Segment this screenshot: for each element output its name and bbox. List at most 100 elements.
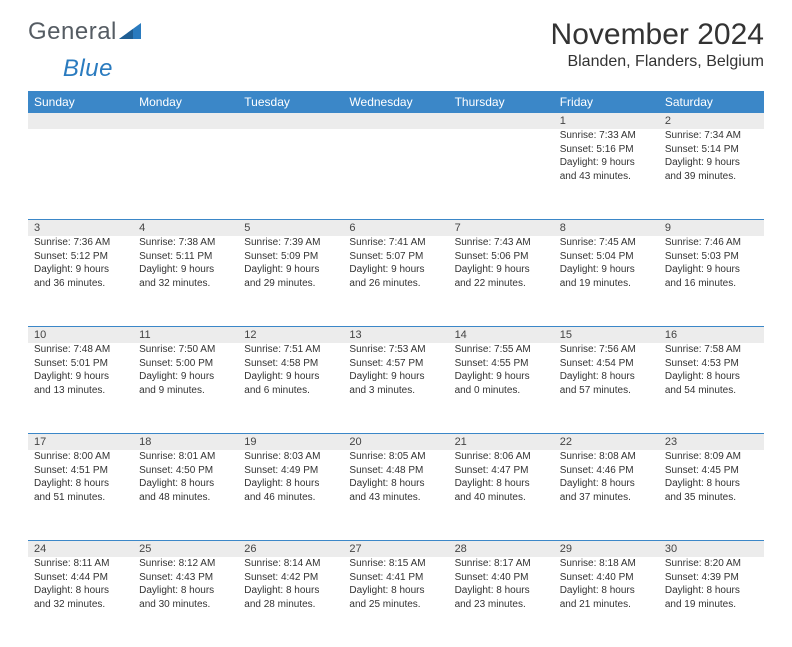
sunset-text: Sunset: 4:57 PM: [349, 357, 442, 371]
day-number: 15: [554, 327, 659, 344]
day1-text: Daylight: 8 hours: [455, 477, 548, 491]
sunrise-text: Sunrise: 7:56 AM: [560, 343, 653, 357]
day2-text: and 21 minutes.: [560, 598, 653, 612]
day-number: 2: [659, 113, 764, 129]
day-cell: Sunrise: 7:46 AMSunset: 5:03 PMDaylight:…: [659, 236, 764, 327]
day-number: 30: [659, 541, 764, 558]
sunset-text: Sunset: 5:01 PM: [34, 357, 127, 371]
brand-logo: General: [28, 18, 141, 46]
day-cell: Sunrise: 8:00 AMSunset: 4:51 PMDaylight:…: [28, 450, 133, 541]
day1-text: Daylight: 8 hours: [560, 477, 653, 491]
sunset-text: Sunset: 4:50 PM: [139, 464, 232, 478]
brand-general: General: [28, 18, 117, 46]
day-cell: [238, 129, 343, 220]
day1-text: Daylight: 9 hours: [665, 156, 758, 170]
day-number-row: 10111213141516: [28, 327, 764, 344]
day-number: 25: [133, 541, 238, 558]
weekday-header: Tuesday: [238, 91, 343, 113]
day-cell: Sunrise: 8:14 AMSunset: 4:42 PMDaylight:…: [238, 557, 343, 647]
sunset-text: Sunset: 5:11 PM: [139, 250, 232, 264]
day1-text: Daylight: 8 hours: [560, 584, 653, 598]
day-cell: Sunrise: 7:38 AMSunset: 5:11 PMDaylight:…: [133, 236, 238, 327]
day1-text: Daylight: 8 hours: [455, 584, 548, 598]
sunset-text: Sunset: 4:48 PM: [349, 464, 442, 478]
sunset-text: Sunset: 4:45 PM: [665, 464, 758, 478]
day-cell: Sunrise: 7:33 AMSunset: 5:16 PMDaylight:…: [554, 129, 659, 220]
day2-text: and 51 minutes.: [34, 491, 127, 505]
sunset-text: Sunset: 4:42 PM: [244, 571, 337, 585]
weekday-header: Sunday: [28, 91, 133, 113]
day1-text: Daylight: 9 hours: [665, 263, 758, 277]
day-number: [238, 113, 343, 129]
sunset-text: Sunset: 5:09 PM: [244, 250, 337, 264]
brand-triangle-icon: [119, 23, 141, 41]
day-cell: Sunrise: 7:34 AMSunset: 5:14 PMDaylight:…: [659, 129, 764, 220]
day-cell: [449, 129, 554, 220]
day-cell: Sunrise: 7:43 AMSunset: 5:06 PMDaylight:…: [449, 236, 554, 327]
day2-text: and 30 minutes.: [139, 598, 232, 612]
sunrise-text: Sunrise: 8:11 AM: [34, 557, 127, 571]
day1-text: Daylight: 8 hours: [349, 584, 442, 598]
day-cell: Sunrise: 8:20 AMSunset: 4:39 PMDaylight:…: [659, 557, 764, 647]
sunset-text: Sunset: 4:40 PM: [560, 571, 653, 585]
day2-text: and 43 minutes.: [560, 170, 653, 184]
day1-text: Daylight: 9 hours: [139, 263, 232, 277]
sunset-text: Sunset: 4:58 PM: [244, 357, 337, 371]
sunrise-text: Sunrise: 7:50 AM: [139, 343, 232, 357]
sunrise-text: Sunrise: 7:43 AM: [455, 236, 548, 250]
day1-text: Daylight: 9 hours: [34, 370, 127, 384]
day-number: 22: [554, 434, 659, 451]
day2-text: and 46 minutes.: [244, 491, 337, 505]
day-cell: Sunrise: 7:48 AMSunset: 5:01 PMDaylight:…: [28, 343, 133, 434]
day1-text: Daylight: 9 hours: [244, 263, 337, 277]
day-number: 24: [28, 541, 133, 558]
sunset-text: Sunset: 5:03 PM: [665, 250, 758, 264]
day-number-row: 17181920212223: [28, 434, 764, 451]
day-cell: Sunrise: 7:39 AMSunset: 5:09 PMDaylight:…: [238, 236, 343, 327]
day-number: 21: [449, 434, 554, 451]
sunset-text: Sunset: 5:14 PM: [665, 143, 758, 157]
day-number: 23: [659, 434, 764, 451]
sunrise-text: Sunrise: 7:53 AM: [349, 343, 442, 357]
sunrise-text: Sunrise: 8:08 AM: [560, 450, 653, 464]
day-cell: Sunrise: 7:56 AMSunset: 4:54 PMDaylight:…: [554, 343, 659, 434]
day-cell: Sunrise: 8:01 AMSunset: 4:50 PMDaylight:…: [133, 450, 238, 541]
day-cell: Sunrise: 8:18 AMSunset: 4:40 PMDaylight:…: [554, 557, 659, 647]
day-cell: Sunrise: 8:11 AMSunset: 4:44 PMDaylight:…: [28, 557, 133, 647]
day1-text: Daylight: 9 hours: [560, 156, 653, 170]
day1-text: Daylight: 8 hours: [244, 584, 337, 598]
day2-text: and 36 minutes.: [34, 277, 127, 291]
day-number: 8: [554, 220, 659, 237]
day2-text: and 57 minutes.: [560, 384, 653, 398]
day1-text: Daylight: 9 hours: [244, 370, 337, 384]
sunrise-text: Sunrise: 7:38 AM: [139, 236, 232, 250]
day-cell: Sunrise: 8:15 AMSunset: 4:41 PMDaylight:…: [343, 557, 448, 647]
day1-text: Daylight: 8 hours: [139, 477, 232, 491]
day-cell: [133, 129, 238, 220]
day-number: 18: [133, 434, 238, 451]
day-cell: Sunrise: 7:41 AMSunset: 5:07 PMDaylight:…: [343, 236, 448, 327]
day1-text: Daylight: 8 hours: [34, 477, 127, 491]
day-cell: Sunrise: 7:55 AMSunset: 4:55 PMDaylight:…: [449, 343, 554, 434]
sunrise-text: Sunrise: 7:48 AM: [34, 343, 127, 357]
day1-text: Daylight: 9 hours: [349, 370, 442, 384]
day-number: [449, 113, 554, 129]
weekday-header: Thursday: [449, 91, 554, 113]
day-cell: Sunrise: 8:12 AMSunset: 4:43 PMDaylight:…: [133, 557, 238, 647]
day2-text: and 37 minutes.: [560, 491, 653, 505]
day2-text: and 26 minutes.: [349, 277, 442, 291]
day2-text: and 3 minutes.: [349, 384, 442, 398]
day-number: 11: [133, 327, 238, 344]
day2-text: and 40 minutes.: [455, 491, 548, 505]
sunset-text: Sunset: 5:04 PM: [560, 250, 653, 264]
week-row: Sunrise: 8:00 AMSunset: 4:51 PMDaylight:…: [28, 450, 764, 541]
sunrise-text: Sunrise: 7:36 AM: [34, 236, 127, 250]
sunset-text: Sunset: 5:06 PM: [455, 250, 548, 264]
sunset-text: Sunset: 4:47 PM: [455, 464, 548, 478]
day1-text: Daylight: 8 hours: [34, 584, 127, 598]
day-number: 7: [449, 220, 554, 237]
day1-text: Daylight: 9 hours: [455, 263, 548, 277]
day1-text: Daylight: 8 hours: [139, 584, 232, 598]
sunrise-text: Sunrise: 8:17 AM: [455, 557, 548, 571]
weekday-header: Monday: [133, 91, 238, 113]
